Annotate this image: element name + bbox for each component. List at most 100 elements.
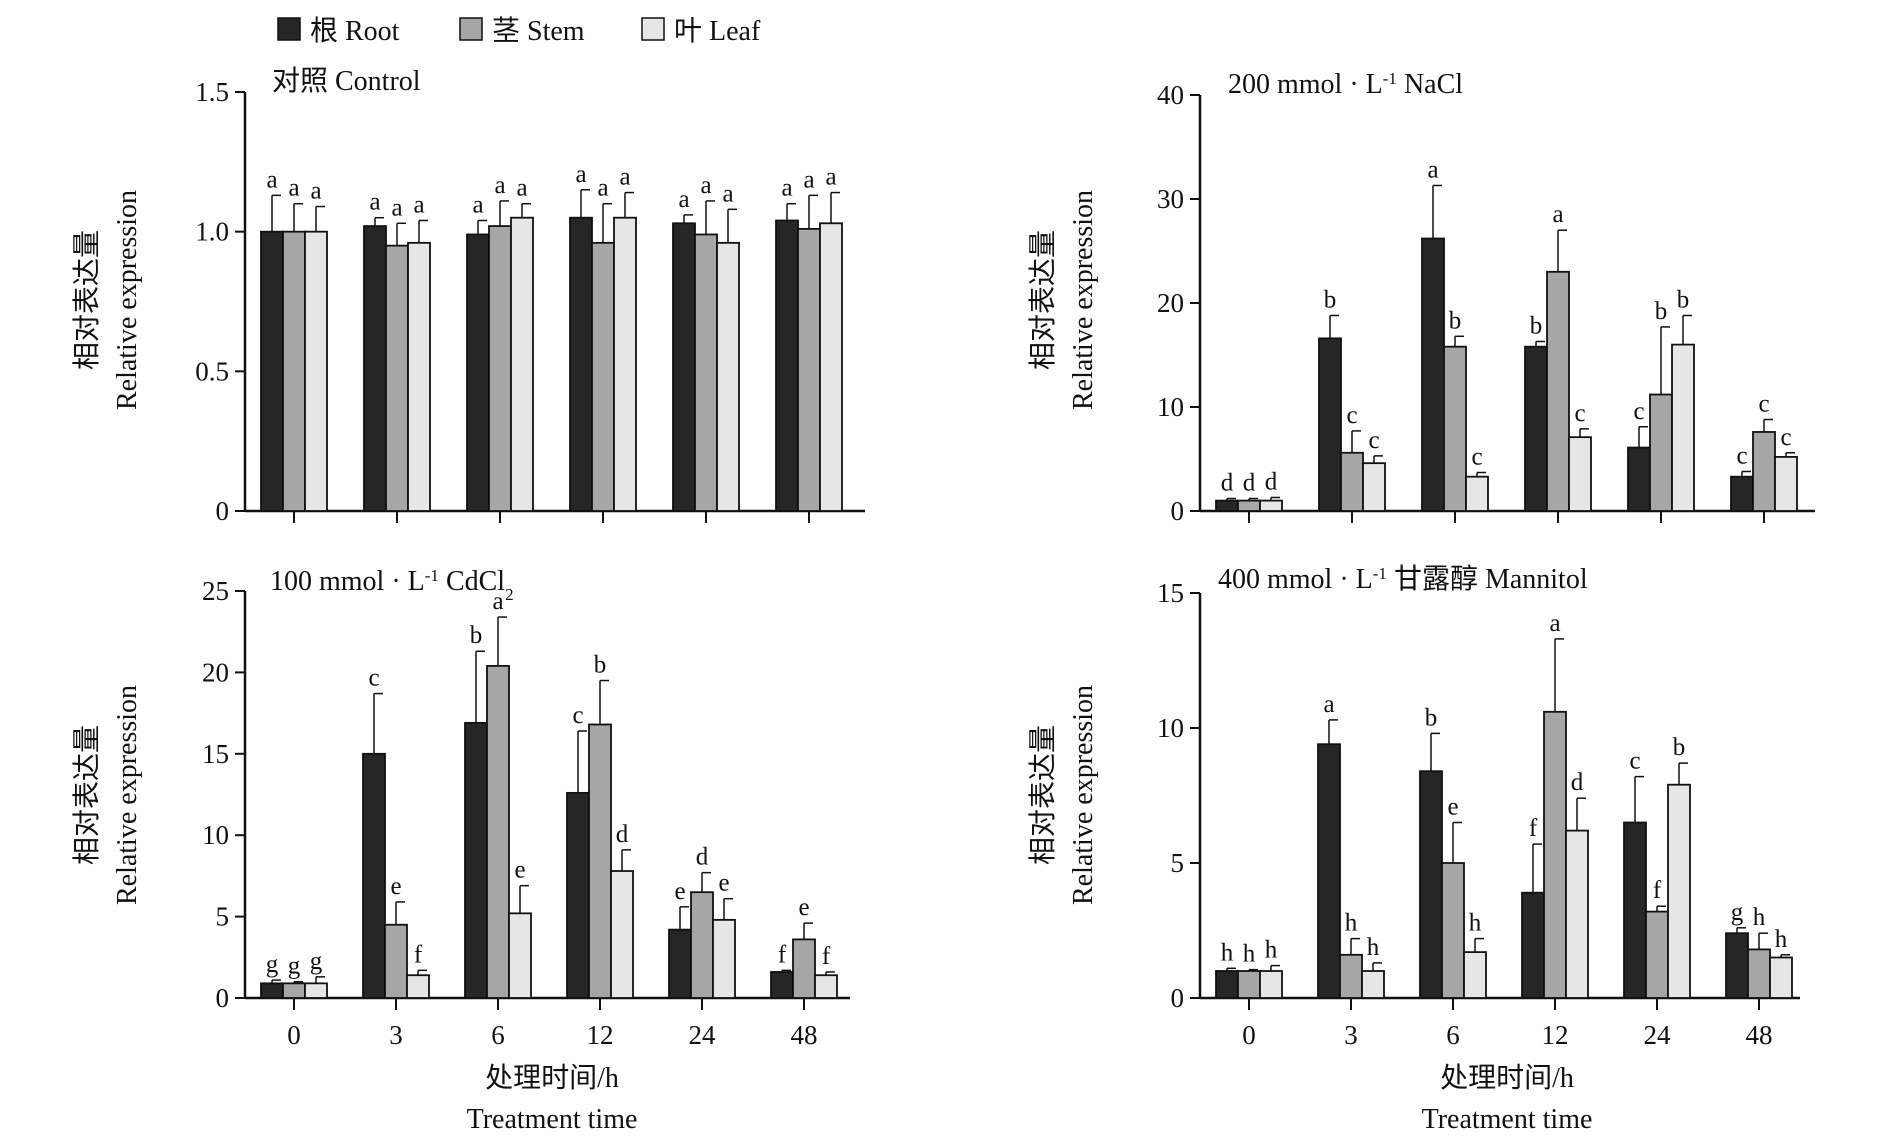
significance-letter-root: a [781, 175, 792, 202]
bar-root [1318, 337, 1342, 512]
significance-letter-root: d [1221, 470, 1234, 497]
y-tick-label: 40 [1157, 80, 1184, 110]
y-axis-title: 相对表达量 Relative expression [71, 190, 143, 410]
significance-letter-stem: e [390, 873, 401, 900]
bar-leaf [819, 222, 843, 512]
bar-root [770, 971, 794, 999]
y-tick-label: 0 [1171, 496, 1185, 526]
bar-leaf [1568, 436, 1592, 512]
bar-leaf [1671, 343, 1695, 512]
y-axis-title: 相对表达量 Relative expression [1027, 190, 1099, 410]
bar-leaf [1362, 462, 1386, 512]
significance-letter-leaf: f [822, 943, 831, 970]
y-tick-label: 30 [1157, 184, 1184, 214]
y-tick-label: 0 [1171, 983, 1185, 1013]
bar-stem [1340, 451, 1364, 512]
bar-leaf [304, 982, 328, 999]
x-axis-title-en-left: Treatment time [467, 1104, 638, 1135]
x-axis-title-en-right: Treatment time [1422, 1104, 1593, 1135]
significance-letter-stem: e [1447, 794, 1458, 821]
significance-letter-stem: a [597, 175, 608, 202]
significance-letter-root: b [470, 622, 483, 649]
significance-letter-stem: e [798, 894, 809, 921]
x-tick-label: 48 [1746, 1020, 1773, 1050]
significance-letter-leaf: c [1780, 424, 1791, 451]
significance-letter-stem: b [1449, 307, 1462, 334]
y-tick-label: 5 [1171, 848, 1185, 878]
bar-leaf [814, 974, 838, 999]
significance-letter-stem: a [1552, 201, 1563, 228]
shared-axis-labels: 处理时间/h Treatment time 处理时间/h Treatment t… [467, 1062, 1593, 1135]
significance-letter-root: a [369, 189, 380, 216]
bar-root [1215, 499, 1239, 512]
significance-letter-root: a [266, 166, 277, 193]
significance-letter-root: a [678, 186, 689, 213]
x-tick-label: 3 [1344, 1020, 1358, 1050]
significance-letter-root: c [1629, 748, 1640, 775]
y-tick-label: 10 [1157, 713, 1184, 743]
bar-stem [282, 982, 306, 999]
bar-stem [385, 244, 409, 512]
significance-letter-root: f [1529, 815, 1538, 842]
x-tick-label: 24 [689, 1020, 717, 1050]
significance-letter-stem: b [1655, 298, 1668, 325]
significance-letter-root: a [1427, 156, 1438, 183]
x-tick-label: 6 [1446, 1020, 1460, 1050]
bar-stem [690, 891, 714, 999]
x-tick-label: 48 [791, 1020, 818, 1050]
panel-title: 200 mmol · L-1 NaCl [1228, 69, 1463, 101]
bar-stem [1747, 948, 1771, 999]
legend-swatch-stem [459, 17, 483, 41]
y-tick-label: 0.5 [195, 356, 229, 386]
significance-letter-leaf: h [1469, 910, 1482, 937]
bar-stem [282, 230, 306, 512]
bar-stem [488, 225, 512, 512]
significance-letter-stem: h [1345, 910, 1358, 937]
bar-stem [792, 938, 816, 999]
significance-letter-root: c [572, 702, 583, 729]
bar-root [1521, 891, 1545, 999]
significance-letter-stem: a [700, 172, 711, 199]
x-tick-label: 24 [1644, 1020, 1672, 1050]
panel-title: 400 mmol · L-1 甘露醇 Mannitol [1218, 563, 1588, 595]
significance-letter-leaf: c [1471, 444, 1482, 471]
significance-letter-root: c [1736, 442, 1747, 469]
significance-letter-stem: a [494, 172, 505, 199]
bar-leaf [1774, 456, 1798, 512]
bar-root [466, 233, 490, 512]
bar-root [1419, 770, 1443, 999]
bar-stem [797, 227, 821, 512]
x-tick-label: 6 [491, 1020, 505, 1050]
significance-letter-stem: h [1243, 941, 1256, 968]
chart-panels: 00.51.01.5a a a a a a aa aaa aaa a a a a对照 Control相对… [71, 65, 1815, 1050]
significance-letter-leaf: g [310, 948, 323, 975]
bar-leaf [610, 870, 634, 999]
bar-root [1317, 743, 1341, 999]
bar-stem [1237, 970, 1261, 999]
y-tick-label: 10 [202, 820, 229, 850]
y-tick-label: 1.0 [195, 217, 229, 247]
significance-letter-leaf: d [616, 821, 629, 848]
bar-stem [486, 664, 510, 999]
significance-letter-root: b [1324, 286, 1337, 313]
significance-letter-leaf: h [1775, 926, 1788, 953]
bar-root [1623, 821, 1647, 999]
bar-stem [588, 723, 612, 999]
significance-letter-stem: a [1549, 610, 1560, 637]
bar-root [1627, 446, 1651, 512]
significance-letter-leaf: a [619, 164, 630, 191]
y-tick-label: 25 [202, 576, 229, 606]
significance-letter-stem: a [288, 175, 299, 202]
significance-letter-leaf: h [1367, 934, 1380, 961]
bar-root [464, 721, 488, 999]
significance-letter-stem: d [1243, 470, 1256, 497]
bar-stem [1649, 393, 1673, 512]
bar-leaf [1465, 475, 1489, 512]
legend-label-root: 根 Root [310, 15, 400, 47]
y-tick-label: 20 [202, 657, 229, 687]
bar-leaf [407, 241, 431, 512]
bar-leaf [1259, 970, 1283, 999]
significance-letter-leaf: f [414, 941, 423, 968]
